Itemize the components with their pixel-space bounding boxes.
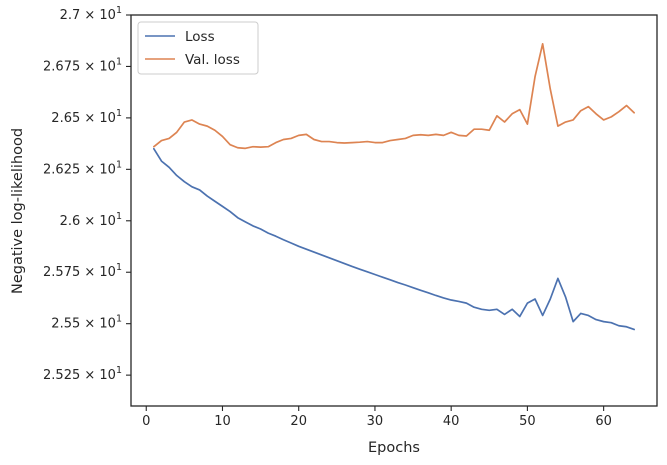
x-tick-label: 0 bbox=[142, 414, 150, 429]
x-axis: 0 10 20 30 40 50 60 bbox=[142, 406, 612, 429]
x-tick-label: 10 bbox=[214, 414, 231, 429]
plot-area bbox=[153, 42, 635, 331]
y-tick-label: 2.525 × 101 bbox=[43, 365, 122, 383]
y-tick-label: 2.625 × 101 bbox=[43, 159, 122, 177]
x-tick-label: 50 bbox=[519, 414, 536, 429]
series-line-loss bbox=[153, 147, 635, 331]
plot-frame bbox=[130, 14, 658, 407]
legend-label-loss: Loss bbox=[185, 29, 215, 45]
x-tick-label: 40 bbox=[443, 414, 460, 429]
y-axis-title: Negative log-likelihood bbox=[10, 128, 26, 294]
y-tick-label: 2.575 × 101 bbox=[43, 262, 122, 280]
x-axis-title: Epochs bbox=[368, 440, 420, 456]
legend-box bbox=[137, 21, 259, 75]
y-tick-label: 2.55 × 101 bbox=[51, 314, 122, 332]
legend: Loss Val. loss bbox=[137, 21, 259, 75]
y-tick-label: 2.675 × 101 bbox=[43, 56, 122, 74]
x-tick-label: 20 bbox=[290, 414, 307, 429]
y-tick-label: 2.7 × 101 bbox=[60, 5, 122, 23]
y-tick-label: 2.65 × 101 bbox=[51, 108, 122, 126]
series-line-val-loss bbox=[153, 42, 635, 150]
x-tick-label: 30 bbox=[367, 414, 384, 429]
x-tick-label: 60 bbox=[595, 414, 612, 429]
legend-label-val-loss: Val. loss bbox=[185, 52, 240, 68]
y-axis: 2.525 × 101 2.55 × 101 2.575 × 101 2.6 × 10… bbox=[43, 5, 131, 383]
y-tick-label: 2.6 × 101 bbox=[60, 211, 122, 229]
